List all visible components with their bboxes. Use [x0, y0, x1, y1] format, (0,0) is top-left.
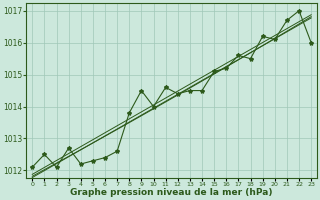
X-axis label: Graphe pression niveau de la mer (hPa): Graphe pression niveau de la mer (hPa) [70, 188, 273, 197]
